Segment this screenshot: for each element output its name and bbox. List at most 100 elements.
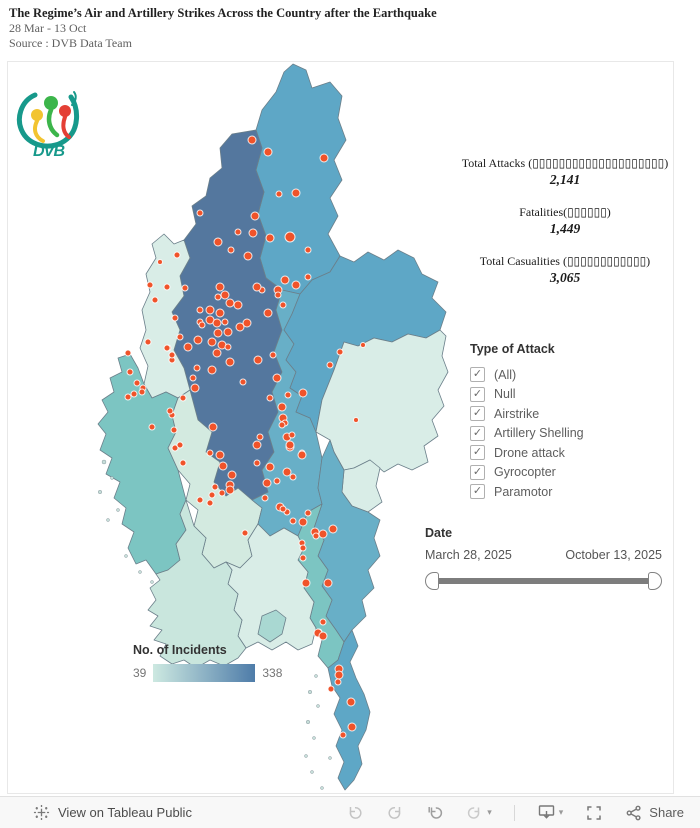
incident-dot[interactable]: [266, 394, 274, 402]
incident-dot[interactable]: [138, 388, 146, 396]
incident-dot[interactable]: [279, 505, 287, 513]
filter-option-artillery-shelling[interactable]: Artillery Shelling: [470, 424, 670, 444]
incident-dot[interactable]: [189, 374, 197, 382]
incident-dot[interactable]: [299, 544, 307, 552]
incident-dot[interactable]: [225, 298, 235, 308]
incident-dot[interactable]: [208, 422, 218, 432]
incident-dot[interactable]: [256, 433, 264, 441]
incident-dot[interactable]: [225, 357, 235, 367]
fullscreen-button[interactable]: [585, 804, 603, 822]
incident-dot[interactable]: [181, 284, 189, 292]
incident-dot[interactable]: [298, 388, 308, 398]
reset-button[interactable]: [426, 804, 444, 822]
incident-dot[interactable]: [275, 190, 283, 198]
incident-dot[interactable]: [289, 473, 297, 481]
incident-dot[interactable]: [124, 349, 132, 357]
incident-dot[interactable]: [291, 280, 301, 290]
incident-dot[interactable]: [205, 305, 215, 315]
incident-dot[interactable]: [252, 440, 262, 450]
incident-dot[interactable]: [179, 459, 187, 467]
incident-dot[interactable]: [298, 517, 308, 527]
incident-dot[interactable]: [212, 318, 222, 328]
incident-dot[interactable]: [196, 306, 204, 314]
incident-dot[interactable]: [347, 722, 357, 732]
incident-dot[interactable]: [215, 450, 225, 460]
incident-dot[interactable]: [285, 440, 295, 450]
incident-dot[interactable]: [269, 351, 277, 359]
incident-dot[interactable]: [130, 390, 138, 398]
incident-dot[interactable]: [163, 344, 171, 352]
region-kachin[interactable]: [255, 63, 347, 295]
incident-dot[interactable]: [227, 246, 235, 254]
caret-down-icon[interactable]: ▾: [487, 807, 492, 817]
incident-dot[interactable]: [220, 290, 230, 300]
incident-dot[interactable]: [168, 351, 176, 359]
incident-dot[interactable]: [225, 485, 235, 495]
checkbox-checked-icon[interactable]: [470, 484, 485, 500]
incident-dot[interactable]: [327, 685, 335, 693]
incident-dot[interactable]: [284, 231, 296, 243]
incident-dot[interactable]: [233, 300, 243, 310]
incident-dot[interactable]: [319, 618, 327, 626]
checkbox-checked-icon[interactable]: [470, 406, 485, 422]
incident-dot[interactable]: [163, 283, 171, 291]
incident-dot[interactable]: [243, 251, 253, 261]
incident-dot[interactable]: [299, 554, 307, 562]
incident-dot[interactable]: [126, 368, 134, 376]
incident-dot[interactable]: [212, 348, 222, 358]
incident-dot[interactable]: [289, 517, 297, 525]
incident-dot[interactable]: [360, 342, 366, 348]
incident-dot[interactable]: [176, 441, 184, 449]
view-on-tableau-public-link[interactable]: View on Tableau Public: [33, 804, 192, 821]
filter-option-paramotor[interactable]: Paramotor: [470, 482, 670, 502]
slider-track[interactable]: [433, 578, 654, 584]
incident-dot[interactable]: [346, 697, 356, 707]
incident-dot[interactable]: [215, 308, 225, 318]
incident-dot[interactable]: [193, 335, 203, 345]
incident-dot[interactable]: [253, 355, 263, 365]
incident-dot[interactable]: [279, 301, 287, 309]
filter-option-gyrocopter[interactable]: Gyrocopter: [470, 463, 670, 483]
incident-dot[interactable]: [265, 233, 275, 243]
checkbox-checked-icon[interactable]: [470, 367, 485, 383]
incident-dot[interactable]: [171, 444, 179, 452]
incident-dot[interactable]: [208, 491, 216, 499]
incident-dot[interactable]: [253, 459, 261, 467]
incident-dot[interactable]: [319, 153, 329, 163]
date-range-slider[interactable]: [425, 571, 662, 591]
incident-dot[interactable]: [280, 275, 290, 285]
incident-dot[interactable]: [218, 489, 226, 497]
incident-dot[interactable]: [261, 494, 269, 502]
incident-dot[interactable]: [207, 365, 217, 375]
incident-dot[interactable]: [334, 678, 342, 686]
incident-dot[interactable]: [278, 421, 286, 429]
resume-auto-updates-button[interactable]: ▾: [466, 804, 492, 822]
incident-dot[interactable]: [304, 273, 312, 281]
checkbox-checked-icon[interactable]: [470, 445, 485, 461]
incident-dot[interactable]: [241, 529, 249, 537]
incident-dot[interactable]: [206, 499, 214, 507]
incident-dot[interactable]: [272, 373, 282, 383]
incident-dot[interactable]: [250, 211, 260, 221]
incident-dot[interactable]: [221, 318, 229, 326]
filter-option-all[interactable]: (All): [470, 365, 670, 385]
incident-dot[interactable]: [173, 251, 181, 259]
download-button[interactable]: ▾: [537, 803, 563, 822]
incident-dot[interactable]: [273, 477, 281, 485]
slider-handle-start[interactable]: [425, 572, 439, 590]
incident-dot[interactable]: [206, 449, 214, 457]
incident-dot[interactable]: [183, 342, 193, 352]
incident-dot[interactable]: [326, 361, 334, 369]
incident-dot[interactable]: [213, 328, 223, 338]
incident-dot[interactable]: [196, 496, 204, 504]
incident-dot[interactable]: [248, 228, 258, 238]
incident-dot[interactable]: [211, 483, 219, 491]
incident-dot[interactable]: [218, 461, 228, 471]
incident-dot[interactable]: [328, 524, 338, 534]
redo-button[interactable]: [386, 804, 404, 822]
checkbox-checked-icon[interactable]: [470, 464, 485, 480]
incident-dot[interactable]: [151, 296, 159, 304]
incident-dot[interactable]: [214, 293, 222, 301]
incident-dot[interactable]: [284, 391, 292, 399]
